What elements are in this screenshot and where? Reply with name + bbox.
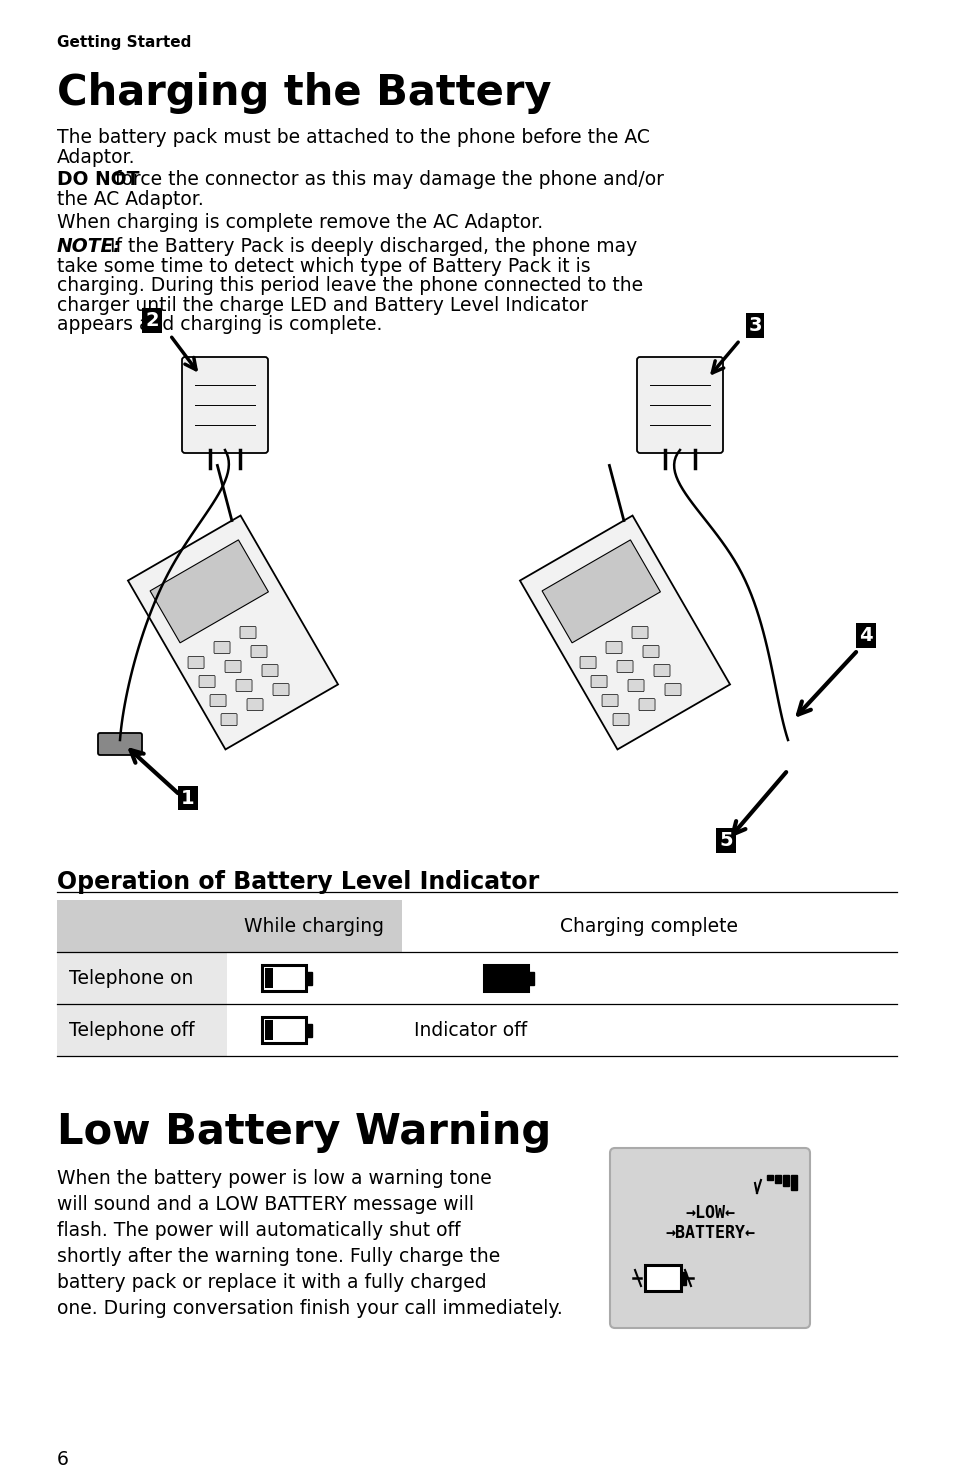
Text: →BATTERY←: →BATTERY← (664, 1223, 754, 1243)
Text: charger until the charge LED and Battery Level Indicator: charger until the charge LED and Battery… (57, 295, 587, 314)
Text: 6: 6 (57, 1450, 69, 1470)
Polygon shape (150, 539, 268, 643)
Text: DO NOT: DO NOT (57, 170, 139, 189)
FancyBboxPatch shape (664, 684, 680, 696)
Text: take some time to detect which type of Battery Pack it is: take some time to detect which type of B… (57, 256, 590, 276)
Text: Operation of Battery Level Indicator: Operation of Battery Level Indicator (57, 870, 538, 895)
FancyBboxPatch shape (262, 665, 277, 677)
Polygon shape (541, 539, 659, 643)
Text: force the connector as this may damage the phone and/or: force the connector as this may damage t… (109, 170, 663, 189)
Text: When charging is complete remove the AC Adaptor.: When charging is complete remove the AC … (57, 214, 542, 231)
Text: 3: 3 (747, 315, 760, 335)
FancyBboxPatch shape (251, 646, 267, 657)
FancyBboxPatch shape (221, 713, 236, 725)
Text: The battery pack must be attached to the phone before the AC: The battery pack must be attached to the… (57, 128, 649, 147)
Text: When the battery power is low a warning tone: When the battery power is low a warning … (57, 1169, 491, 1188)
Polygon shape (128, 516, 337, 749)
Text: Low Battery Warning: Low Battery Warning (57, 1111, 551, 1153)
Text: battery pack or replace it with a fully charged: battery pack or replace it with a fully … (57, 1274, 486, 1293)
FancyBboxPatch shape (609, 1148, 809, 1328)
Text: one. During conversation finish your call immediately.: one. During conversation finish your cal… (57, 1299, 562, 1318)
Text: Charging the Battery: Charging the Battery (57, 72, 551, 113)
FancyBboxPatch shape (639, 699, 655, 710)
Text: will sound and a LOW BATTERY message will: will sound and a LOW BATTERY message wil… (57, 1195, 474, 1215)
Text: If the Battery Pack is deeply discharged, the phone may: If the Battery Pack is deeply discharged… (104, 237, 637, 256)
Bar (306, 1023, 313, 1036)
Text: Telephone off: Telephone off (69, 1020, 194, 1039)
Bar (644, 1265, 680, 1291)
Text: Getting Started: Getting Started (57, 35, 192, 50)
Bar (306, 971, 313, 985)
FancyBboxPatch shape (225, 660, 241, 672)
Bar (57, 952, 227, 1004)
FancyBboxPatch shape (240, 626, 255, 638)
Text: 1: 1 (181, 789, 194, 808)
Text: charging. During this period leave the phone connected to the: charging. During this period leave the p… (57, 276, 642, 295)
FancyBboxPatch shape (627, 680, 643, 691)
FancyBboxPatch shape (617, 660, 633, 672)
FancyBboxPatch shape (98, 733, 142, 755)
Bar (265, 968, 274, 988)
Text: flash. The power will automatically shut off: flash. The power will automatically shut… (57, 1220, 460, 1240)
FancyBboxPatch shape (605, 641, 621, 653)
FancyBboxPatch shape (247, 699, 263, 710)
Bar (262, 1017, 306, 1044)
FancyBboxPatch shape (188, 656, 204, 669)
FancyBboxPatch shape (591, 675, 606, 687)
FancyBboxPatch shape (210, 694, 226, 706)
Bar (57, 1004, 227, 1055)
FancyBboxPatch shape (654, 665, 669, 677)
Bar (766, 1175, 772, 1181)
Text: Indicator off: Indicator off (414, 1020, 527, 1039)
Bar (265, 1020, 274, 1041)
FancyBboxPatch shape (199, 675, 214, 687)
Text: →LOW←: →LOW← (684, 1204, 734, 1222)
Bar (774, 1175, 781, 1184)
FancyBboxPatch shape (613, 713, 628, 725)
FancyBboxPatch shape (642, 646, 659, 657)
Bar (262, 965, 306, 991)
FancyBboxPatch shape (631, 626, 647, 638)
Text: Adaptor.: Adaptor. (57, 147, 135, 167)
FancyBboxPatch shape (637, 357, 722, 453)
Text: 2: 2 (145, 311, 158, 330)
Text: 5: 5 (719, 831, 732, 850)
Text: NOTE:: NOTE: (57, 237, 122, 256)
FancyBboxPatch shape (273, 684, 289, 696)
Text: Charging complete: Charging complete (560, 917, 738, 936)
Text: appears and charging is complete.: appears and charging is complete. (57, 315, 382, 335)
Text: shortly after the warning tone. Fully charge the: shortly after the warning tone. Fully ch… (57, 1247, 499, 1266)
Text: Telephone on: Telephone on (69, 968, 193, 988)
FancyBboxPatch shape (182, 357, 268, 453)
FancyBboxPatch shape (235, 680, 252, 691)
Bar (57, 901, 401, 952)
Polygon shape (519, 516, 729, 749)
Bar (782, 1175, 788, 1187)
Bar (483, 965, 527, 991)
FancyBboxPatch shape (601, 694, 618, 706)
Text: While charging: While charging (244, 917, 384, 936)
Bar (790, 1175, 796, 1190)
Text: the AC Adaptor.: the AC Adaptor. (57, 190, 204, 209)
FancyBboxPatch shape (579, 656, 596, 669)
Bar (680, 1272, 685, 1284)
Text: 4: 4 (859, 626, 872, 646)
FancyBboxPatch shape (213, 641, 230, 653)
Bar (527, 971, 533, 985)
